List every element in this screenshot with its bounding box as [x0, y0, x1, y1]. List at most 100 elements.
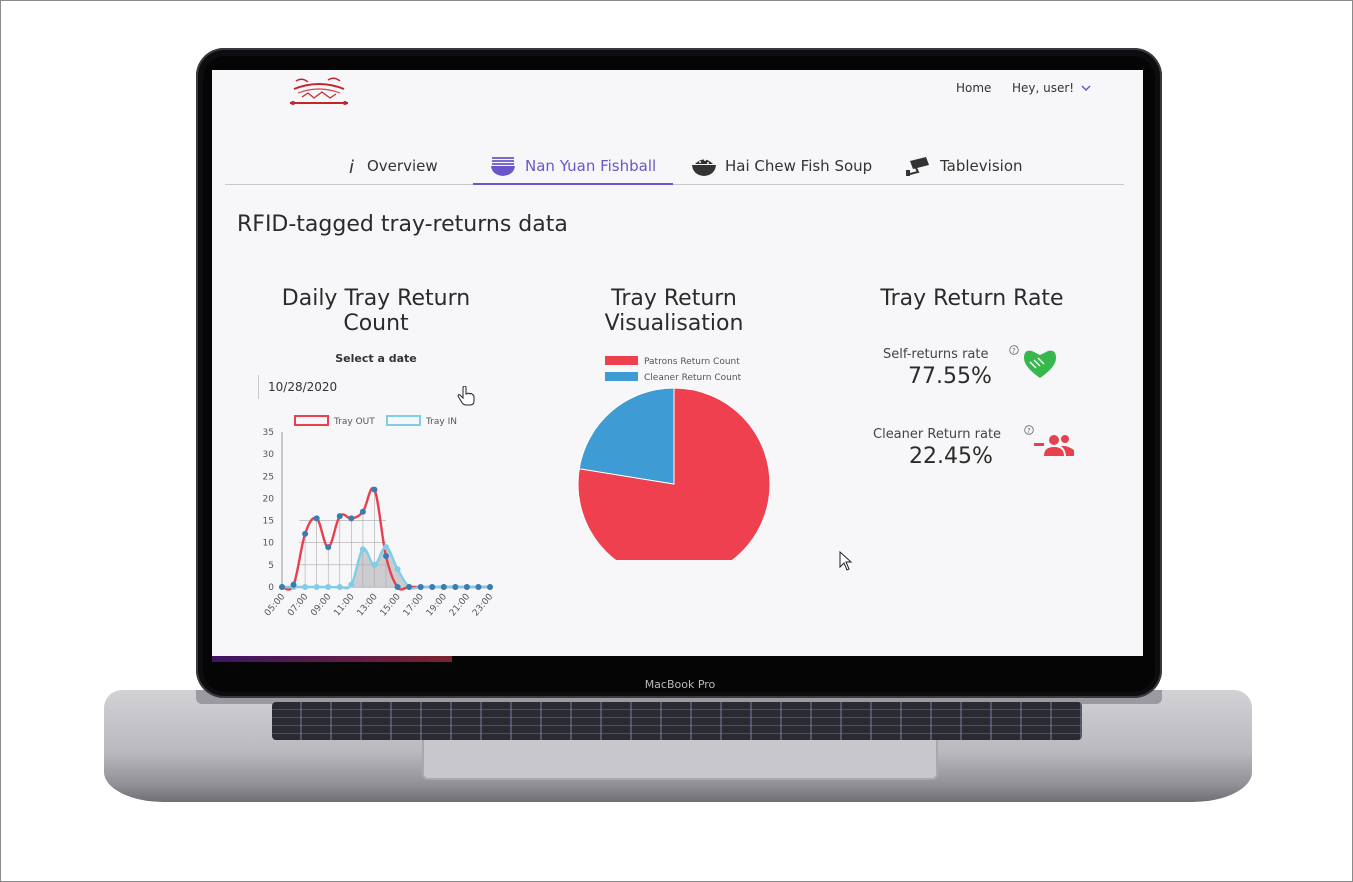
tray-out-point — [290, 581, 297, 588]
tray-in-point — [348, 581, 355, 588]
nav-home-link[interactable]: Home — [956, 81, 992, 95]
svg-text:?: ? — [1012, 347, 1016, 355]
legend-label-tray-in: Tray IN — [425, 417, 457, 427]
self-return-rate-label: Self-returns rate — [883, 347, 989, 362]
tray-out-point — [487, 584, 493, 590]
tray-in-point — [383, 544, 389, 551]
tray-out-point — [417, 584, 424, 590]
tray-out-point — [279, 584, 285, 590]
app-screen: Home Hey, user! i Overview Nan Yuan Fish… — [212, 70, 1143, 656]
daily-tray-line-chart: Tray OUT Tray IN 0 5 10 15 20 25 30 35 05:0007:000… — [263, 415, 496, 619]
tab-label: Nan Yuan Fishball — [525, 156, 657, 175]
tab-overview[interactable]: i Overview — [345, 148, 438, 184]
x-tick-label: 09:00 — [309, 592, 334, 619]
tray-in-point — [302, 584, 309, 590]
help-icon[interactable]: ? — [1009, 345, 1019, 355]
cleaner-return-rate-value: 22.45% — [909, 444, 993, 469]
y-tick-label: 5 — [268, 561, 274, 571]
legend-label-tray-out: Tray OUT — [333, 417, 375, 427]
tray-return-pie-chart: Patrons Return Count Cleaner Return Count — [577, 356, 771, 560]
page-title: RFID-tagged tray-returns data — [237, 212, 568, 237]
pie-legend-label: Patrons Return Count — [644, 357, 740, 367]
x-tick-label: 21:00 — [448, 592, 473, 619]
tray-out-point — [383, 553, 389, 559]
x-tick-label: 23:00 — [471, 592, 496, 619]
help-icon[interactable]: ? — [1024, 425, 1034, 435]
laptop-keyboard — [272, 702, 1082, 740]
laptop-keyboard-rows — [272, 702, 1082, 740]
daily-chart-title: Daily Tray Return Count — [281, 286, 471, 336]
date-select-label: Select a date — [335, 352, 417, 365]
hand-cursor-icon — [457, 386, 475, 406]
chevron-down-icon[interactable] — [1080, 82, 1092, 94]
y-tick-label: 25 — [263, 472, 274, 482]
tray-in-point — [371, 561, 378, 568]
tray-out-point — [302, 530, 309, 537]
pie-legend-swatch — [605, 356, 638, 365]
tray-in-point — [359, 546, 366, 553]
y-tick-label: 35 — [263, 428, 274, 438]
tray-out-point — [452, 584, 459, 590]
cleaner-group-icon — [1034, 435, 1074, 456]
tray-out-point — [313, 515, 320, 522]
laptop-brand-label: MacBook Pro — [644, 678, 716, 691]
legend-swatch-tray-in — [386, 415, 421, 426]
date-picker-input[interactable] — [258, 375, 428, 399]
tray-out-point — [406, 584, 413, 590]
x-tick-label: 13:00 — [355, 592, 380, 619]
tab-label: Tablevision — [940, 157, 1023, 175]
tray-in-point — [313, 584, 320, 590]
brand-logo[interactable] — [288, 75, 350, 107]
self-return-rate-value: 77.55% — [908, 364, 992, 389]
y-tick-label: 10 — [263, 539, 275, 549]
tray-out-point — [371, 486, 378, 493]
user-menu[interactable]: Hey, user! — [1012, 81, 1075, 95]
tray-out-point — [475, 584, 482, 590]
pie-slice — [578, 387, 675, 485]
rate-title: Tray Return Rate — [880, 286, 1064, 311]
pie-legend-label: Cleaner Return Count — [644, 373, 742, 383]
handshake-icon — [1024, 350, 1056, 378]
tray-out-point — [463, 584, 470, 590]
tab-hai-chew-fish-soup[interactable]: Hai Chew Fish Soup — [691, 148, 872, 184]
tray-out-point — [348, 515, 355, 522]
pie-legend: Patrons Return Count Cleaner Return Count — [605, 356, 742, 383]
rice-bowl-icon — [692, 159, 716, 176]
cctv-camera-icon — [906, 157, 929, 176]
svg-text:?: ? — [1027, 427, 1031, 435]
arrow-cursor-icon — [839, 551, 853, 571]
tab-label: Overview — [367, 157, 438, 175]
tray-in-point — [336, 584, 343, 590]
tab-nan-yuan-fishball[interactable]: Nan Yuan Fishball — [473, 148, 673, 185]
y-tick-label: 30 — [263, 450, 275, 460]
noodle-bowl-icon — [491, 156, 515, 176]
x-tick-label: 15:00 — [379, 592, 404, 619]
tray-out-point — [336, 513, 343, 520]
chart-legend: Tray OUT Tray IN — [294, 415, 457, 427]
x-tick-label: 17:00 — [402, 592, 427, 619]
tray-out-point — [440, 584, 447, 590]
tray-out-point — [394, 584, 401, 590]
x-tick-label: 11:00 — [332, 592, 357, 619]
pie-legend-swatch — [605, 372, 638, 381]
x-tick-label: 05:00 — [263, 592, 288, 619]
x-tick-label: 19:00 — [425, 592, 450, 619]
tray-in-point — [325, 584, 332, 590]
restaurant-tabs: i Overview Nan Yuan Fishball Hai Chew Fi… — [225, 148, 1124, 185]
tray-out-point — [429, 584, 436, 590]
tray-in-point — [394, 566, 401, 573]
laptop-trackpad — [422, 740, 938, 780]
legend-swatch-tray-out — [294, 415, 329, 426]
info-icon: i — [349, 157, 354, 175]
y-tick-label: 20 — [263, 494, 275, 504]
y-tick-label: 15 — [263, 517, 274, 527]
tray-out-point — [359, 508, 366, 515]
tray-out-point — [325, 544, 332, 551]
tab-tablevision[interactable]: Tablevision — [906, 148, 1023, 184]
x-tick-label: 07:00 — [286, 592, 311, 619]
cleaner-return-rate-label: Cleaner Return rate — [873, 427, 1002, 442]
svg-text:i: i — [349, 157, 354, 175]
y-tick-label: 0 — [268, 583, 274, 593]
tab-label: Hai Chew Fish Soup — [725, 157, 873, 175]
pie-chart-title: Tray Return Visualisation — [604, 286, 744, 336]
